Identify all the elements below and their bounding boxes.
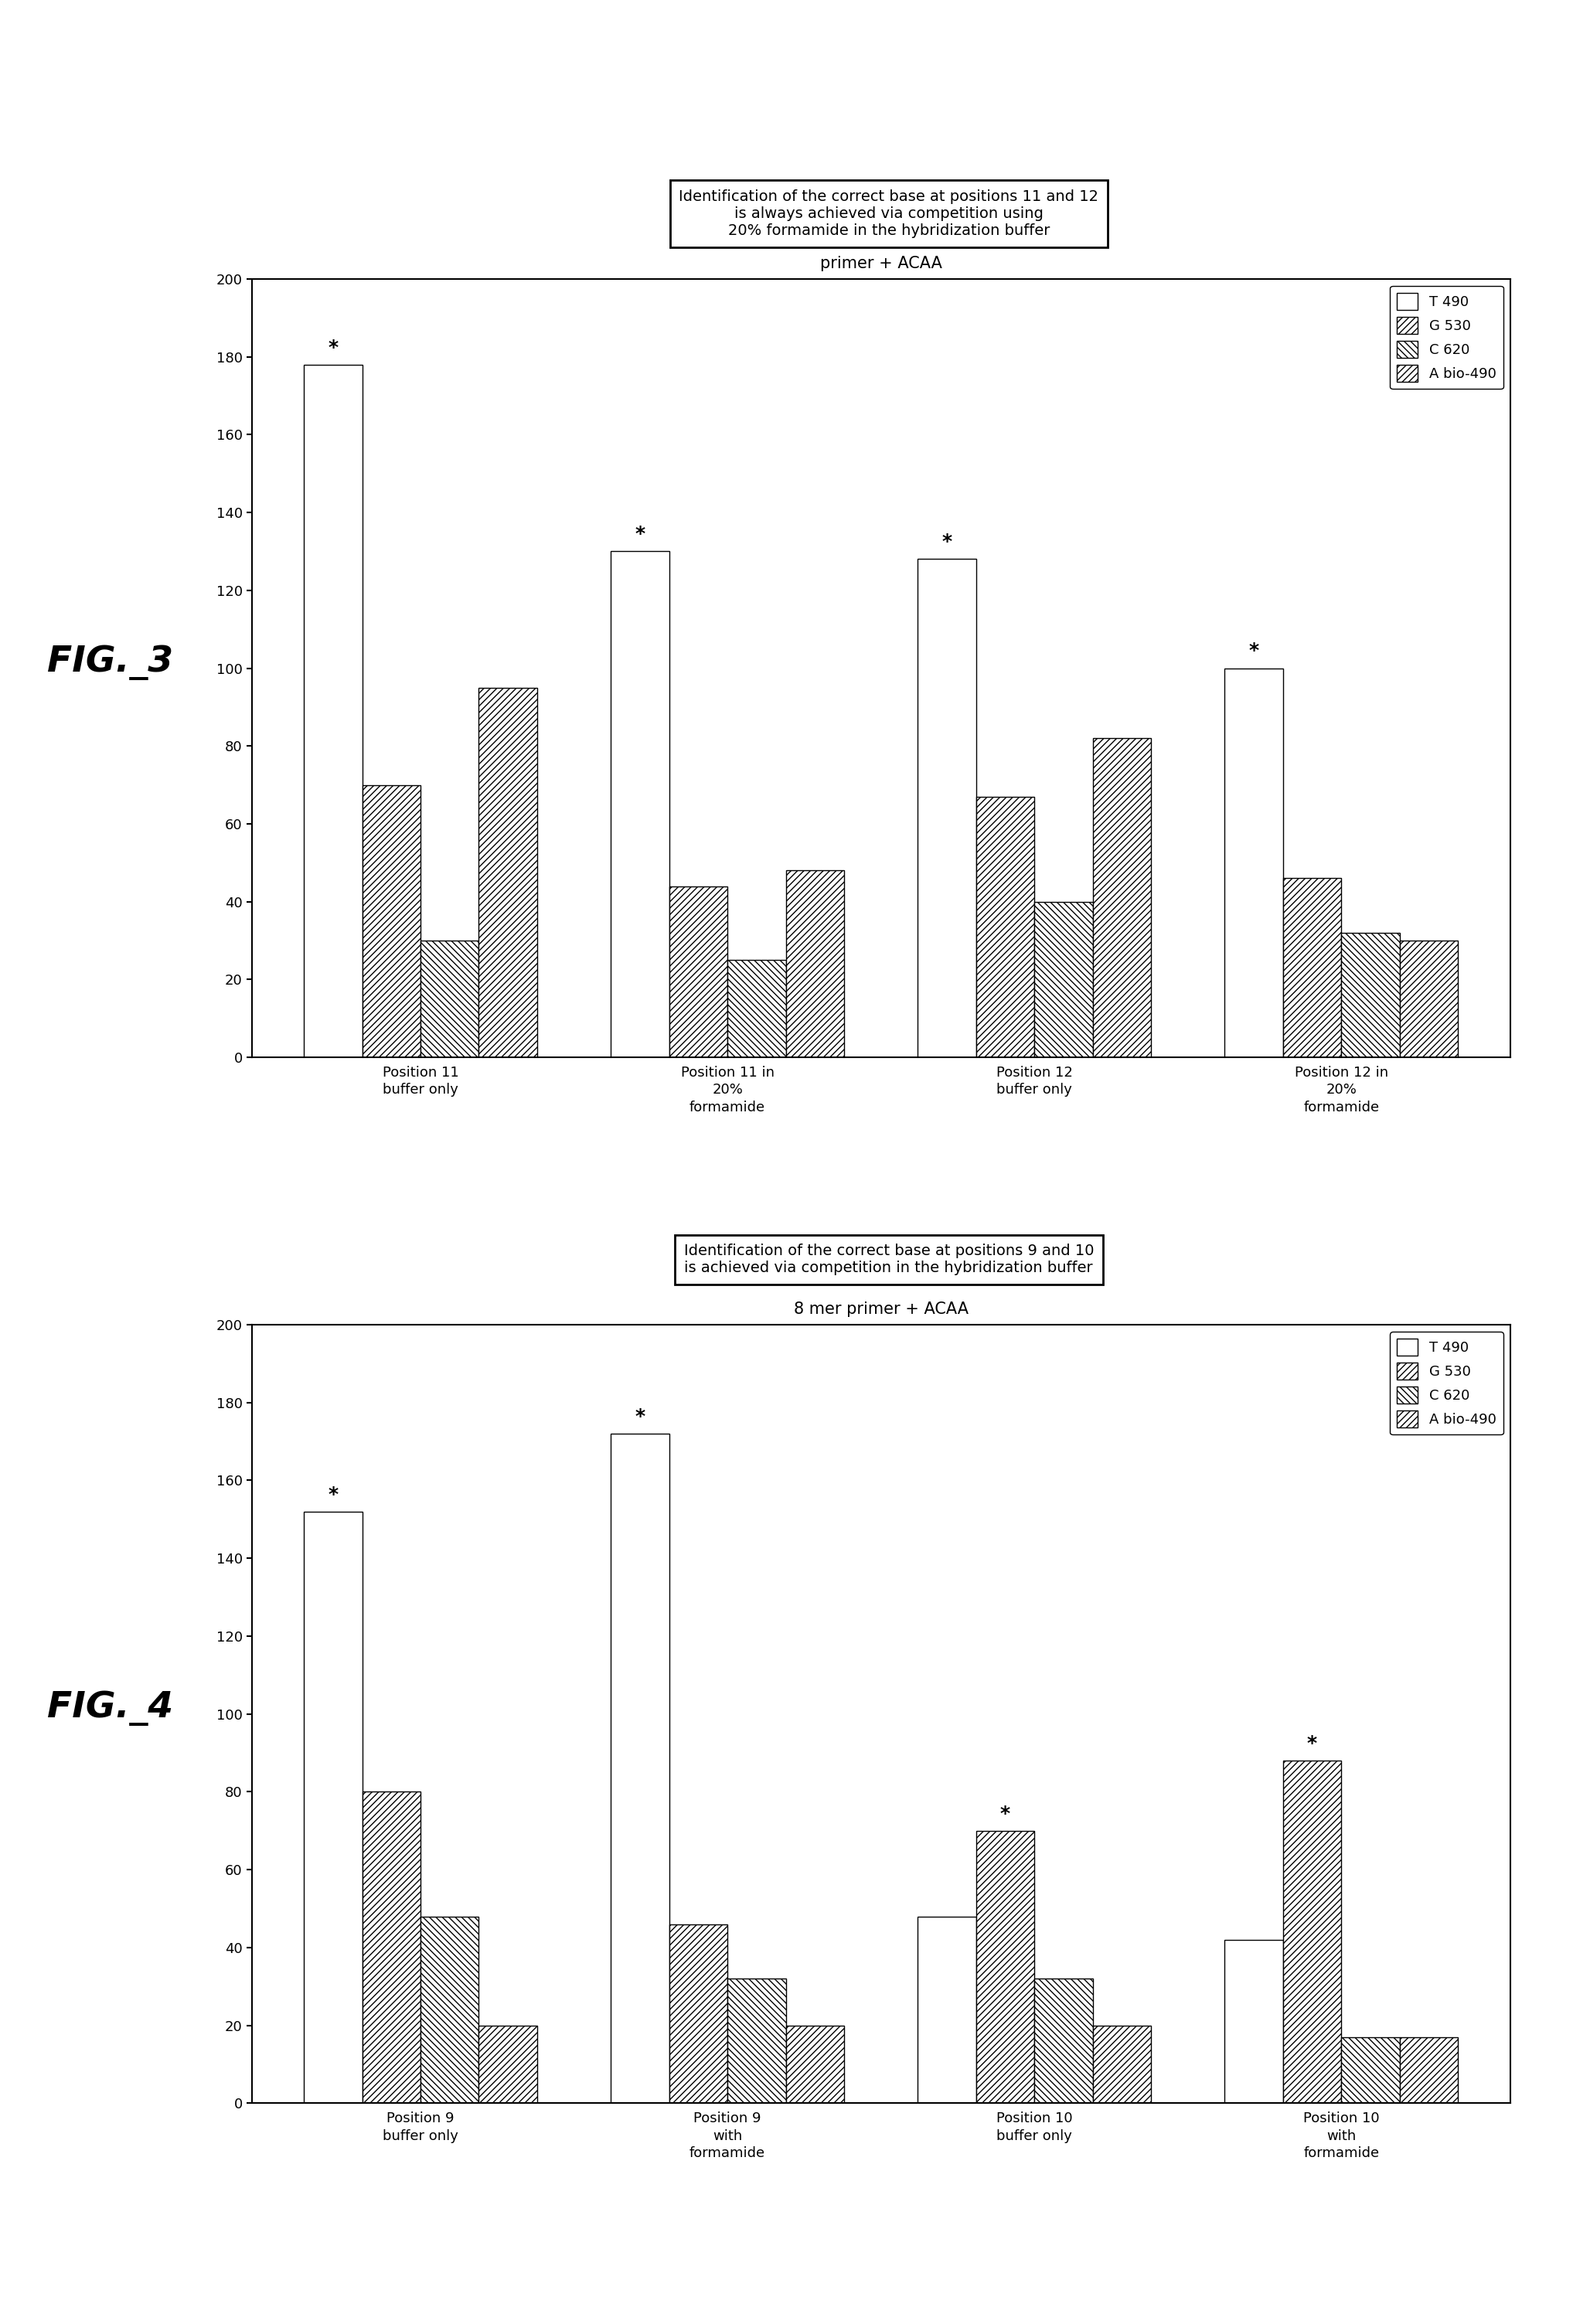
Bar <box>786 872 845 1057</box>
Text: FIG._3: FIG._3 <box>47 644 173 681</box>
Bar <box>669 1924 727 2103</box>
Bar <box>1342 2038 1400 2103</box>
Text: *: * <box>327 339 338 356</box>
Bar <box>304 1511 362 2103</box>
Bar <box>610 551 669 1057</box>
Text: *: * <box>327 1485 338 1504</box>
Text: *: * <box>1000 1803 1010 1822</box>
Text: *: * <box>942 532 952 551</box>
Bar <box>1400 2038 1458 2103</box>
Bar <box>362 786 420 1057</box>
Bar <box>975 1831 1035 2103</box>
Bar <box>478 2024 536 2103</box>
Bar <box>420 1917 478 2103</box>
Bar <box>1093 2024 1151 2103</box>
Bar <box>1035 902 1093 1057</box>
Bar <box>1225 1941 1284 2103</box>
Legend: T 490, G 530, C 620, A bio-490: T 490, G 530, C 620, A bio-490 <box>1391 1332 1504 1434</box>
Bar <box>1342 932 1400 1057</box>
Bar <box>975 797 1035 1057</box>
Bar <box>727 1978 786 2103</box>
Legend: T 490, G 530, C 620, A bio-490: T 490, G 530, C 620, A bio-490 <box>1391 286 1504 388</box>
Bar <box>727 960 786 1057</box>
Bar <box>420 941 478 1057</box>
Bar <box>1225 669 1284 1057</box>
Bar <box>304 365 362 1057</box>
Bar <box>1035 1978 1093 2103</box>
Bar <box>917 560 975 1057</box>
Bar <box>478 688 536 1057</box>
Text: *: * <box>1249 641 1258 660</box>
Text: FIG._4: FIG._4 <box>47 1690 173 1727</box>
Bar <box>362 1792 420 2103</box>
Bar <box>1284 1762 1342 2103</box>
Bar <box>786 2024 845 2103</box>
Title: 8 mer primer + ACAA: 8 mer primer + ACAA <box>793 1301 969 1318</box>
Text: Identification of the correct base at positions 11 and 12
is always achieved via: Identification of the correct base at po… <box>680 191 1098 237</box>
Bar <box>669 885 727 1057</box>
Bar <box>1284 878 1342 1057</box>
Bar <box>1400 941 1458 1057</box>
Text: *: * <box>1307 1734 1317 1752</box>
Bar <box>917 1917 975 2103</box>
Title: primer + ACAA: primer + ACAA <box>820 256 942 272</box>
Bar <box>610 1434 669 2103</box>
Text: Identification of the correct base at positions 9 and 10
is achieved via competi: Identification of the correct base at po… <box>684 1243 1093 1276</box>
Bar <box>1093 739 1151 1057</box>
Text: *: * <box>635 1408 645 1427</box>
Text: *: * <box>635 525 645 544</box>
